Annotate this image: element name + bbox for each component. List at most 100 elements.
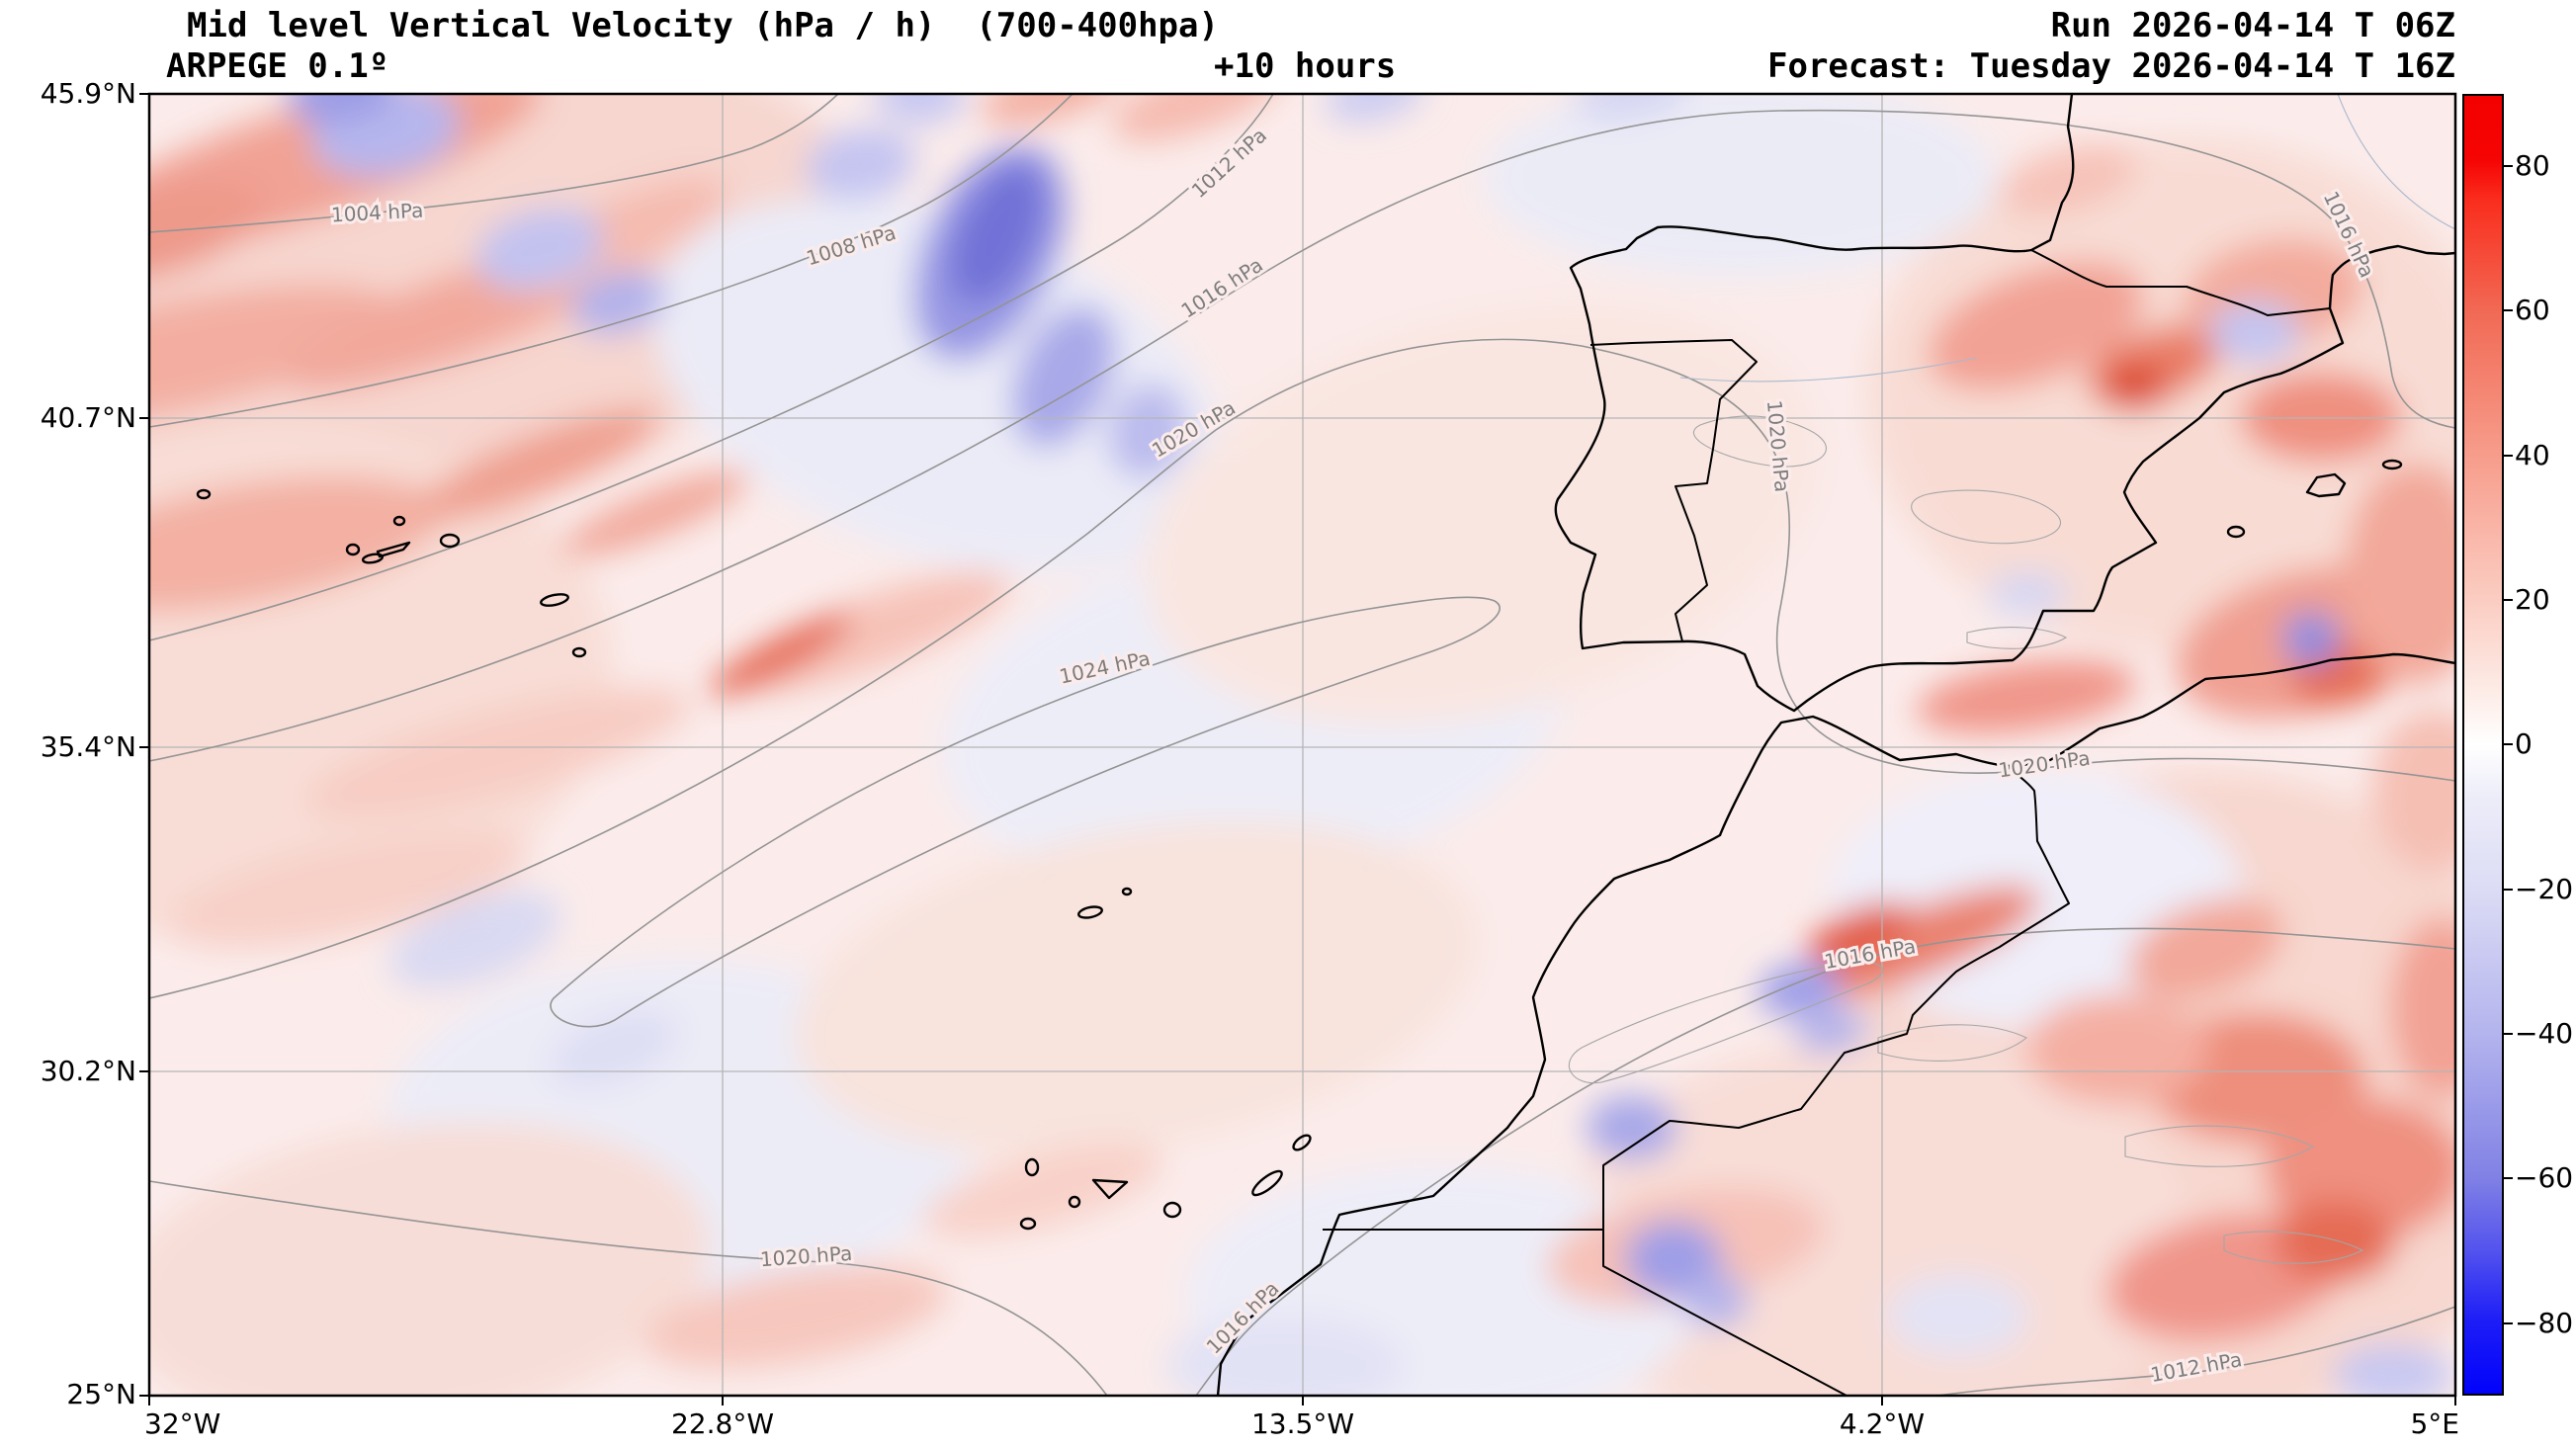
velocity-blob: [570, 270, 667, 335]
isobar-1012-south: [1936, 1306, 2455, 1396]
velocity-blob: [1758, 962, 1843, 1017]
velocity-blob: [1483, 94, 1997, 277]
run-info: Run 2026-04-14 T 06Z: [2050, 6, 2455, 45]
island-azores: [540, 593, 569, 607]
island-madeira: [1077, 905, 1103, 919]
velocity-blob: [1808, 902, 1913, 964]
coastlines: [196, 94, 2455, 1396]
colorbar-tick-mark: [2504, 1177, 2513, 1179]
border-western-sahara: [1323, 1229, 1847, 1396]
x-tick-label: 13.5°W: [1251, 1407, 1354, 1440]
island-azores: [439, 533, 461, 549]
velocity-blob: [709, 614, 853, 697]
border-portugal-spain: [1589, 339, 1758, 642]
velocity-blob: [1928, 261, 2145, 391]
velocity-blob: [2240, 372, 2402, 463]
velocity-blob: [1166, 1315, 1406, 1396]
colorbar-tick-label: 80: [2515, 149, 2550, 182]
velocity-blob: [1326, 94, 1424, 123]
colorbar-tick-mark: [2504, 455, 2513, 457]
velocity-blob: [389, 891, 561, 989]
colorbar-tick-mark: [2504, 1033, 2513, 1035]
island-balearic: [2305, 472, 2347, 498]
velocity-blob: [307, 688, 691, 818]
y-tick-label: 30.2°N: [41, 1055, 136, 1087]
velocity-blob: [1572, 94, 1692, 120]
axis-ticks: [139, 93, 2456, 1405]
island-azores: [392, 515, 406, 527]
island-canary: [1019, 1217, 1037, 1231]
island-balearic: [2226, 525, 2246, 539]
colorbar-tick-mark: [2504, 309, 2513, 311]
velocity-blob: [547, 1007, 681, 1090]
velocity-blob: [2026, 994, 2208, 1105]
colorbar-tick-label: 40: [2515, 439, 2550, 471]
colorbar-tick-mark: [2504, 743, 2513, 745]
velocity-blob: [1683, 1274, 1749, 1327]
isobar-1020-south: [149, 1180, 1108, 1396]
colorbar-tick-label: −40: [2515, 1017, 2574, 1050]
velocity-blob: [2209, 301, 2300, 363]
colorbar-tick-mark: [2504, 1322, 2513, 1324]
coastline-north-africa: [1216, 652, 2455, 1396]
island-balearic: [2381, 459, 2403, 470]
velocity-blob: [1625, 1221, 1722, 1298]
velocity-blob: [806, 128, 916, 201]
velocity-blob: [644, 1264, 947, 1369]
x-tick-label: 4.2°W: [1840, 1407, 1925, 1440]
x-tick-label: 32°W: [144, 1407, 220, 1440]
velocity-blob: [1111, 94, 1285, 142]
river-line: [1679, 357, 1978, 383]
velocity-blob: [1587, 1095, 1677, 1160]
isobar-1024: [550, 596, 1501, 1028]
river-line: [2337, 94, 2455, 230]
velocity-blob: [1108, 383, 1187, 479]
velocity-blob: [1888, 1275, 2028, 1356]
velocity-blob: [1998, 143, 2138, 216]
colorbar-tick-label: −20: [2515, 873, 2574, 905]
y-tick-label: 25°N: [66, 1378, 136, 1410]
velocity-blob: [475, 208, 604, 291]
velocity-blob: [922, 1144, 1163, 1238]
island-canary: [1024, 1157, 1040, 1177]
isobar-1004: [149, 94, 839, 233]
colorbar-tick-mark: [2504, 599, 2513, 601]
island-canary: [1068, 1195, 1081, 1209]
velocity-blob: [1795, 886, 2040, 1002]
coastline-france-iberia: [1554, 94, 2455, 713]
colorbar-tick-mark: [2504, 889, 2513, 891]
isobar-1016-south: [1195, 927, 2455, 1396]
island-canary: [1292, 1134, 1312, 1151]
velocity-blob: [561, 470, 749, 557]
y-tick-label: 35.4°N: [41, 730, 136, 763]
velocity-blob: [1916, 659, 2137, 734]
island-azores: [361, 553, 385, 564]
terrain-contour: [1692, 415, 1827, 468]
colorbar-tick-mark: [2504, 165, 2513, 167]
velocity-blob: [149, 178, 264, 287]
isobar-1020: [149, 338, 2455, 999]
velocity-blob: [149, 285, 401, 427]
terrain-contour: [1569, 961, 1883, 1084]
velocity-blob: [168, 830, 528, 949]
isobar-1008: [149, 94, 1073, 428]
x-tick-label: 22.8°W: [671, 1407, 774, 1440]
island-azores: [196, 488, 212, 500]
colorbar: [2462, 94, 2504, 1396]
island-canary: [1091, 1178, 1129, 1200]
isobar-label: 1004 hPa: [330, 199, 423, 227]
velocity-blob: [2282, 612, 2340, 665]
island-azores: [571, 646, 587, 658]
lead-time: +10 hours: [1214, 46, 1397, 86]
velocity-blob: [2345, 463, 2455, 684]
isobar-1012: [149, 94, 1274, 641]
terrain-contour: [1966, 627, 2068, 649]
chart-title: Mid level Vertical Velocity (hPa / h) (7…: [187, 6, 1219, 45]
terrain-contours: [1569, 94, 2455, 1264]
velocity-blob: [1011, 305, 1116, 448]
model-name: ARPEGE 0.1º: [166, 46, 389, 86]
velocity-blob: [1987, 571, 2068, 617]
